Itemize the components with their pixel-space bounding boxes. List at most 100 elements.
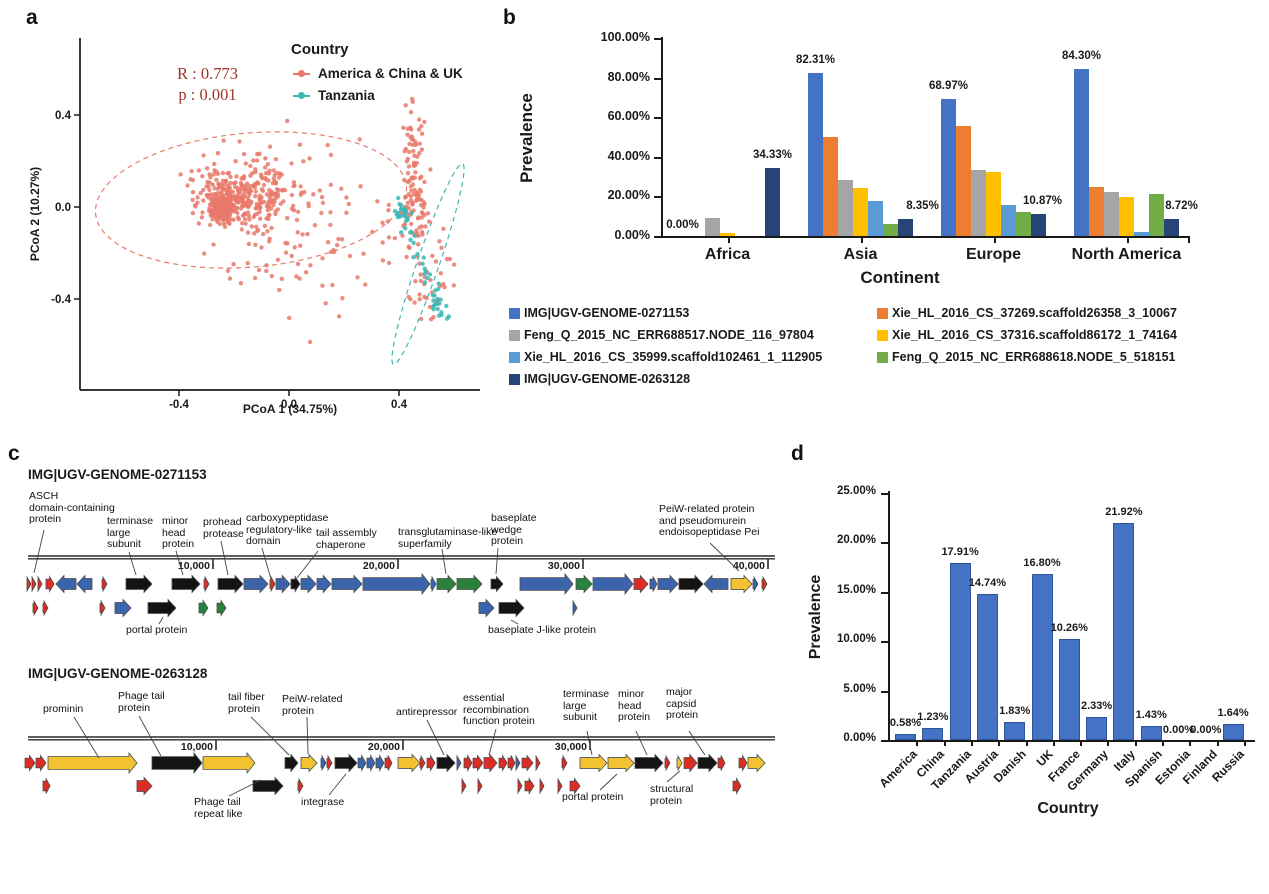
gene-label-line: superfamily: [398, 537, 452, 550]
b-x-axis-title: Continent: [860, 268, 940, 287]
gene-arrow: [375, 754, 385, 772]
d-value-label: 1.64%: [1217, 706, 1249, 719]
b-y-axis: [661, 37, 663, 238]
b-y-tick: [654, 236, 661, 238]
gene-arrow: [730, 574, 753, 594]
gene-labels: ASCH domain-containing protein terminase lar…: [0, 440, 800, 894]
gene-arrow: [366, 754, 376, 772]
gene-arrow: [517, 777, 523, 795]
p-value: p : 0.001: [178, 85, 237, 104]
bar: [1164, 218, 1179, 236]
gene-arrow: [657, 574, 679, 594]
gene-arrow: [55, 574, 77, 594]
gene-arrow: [633, 574, 649, 594]
gene-arrow: [507, 755, 516, 771]
gene-label-line: regulatory-like: [246, 523, 312, 536]
b-y-tick: [654, 196, 661, 199]
legend-series-label: Feng_Q_2015_NC_ERR688618.NODE_5_518151: [892, 350, 1176, 364]
d-plot-area: 0.00% 5.00% 10.00% 15.00% 20.00% 25.00% 0.58% A…: [769, 440, 1269, 894]
gene-arrow: [300, 753, 318, 773]
gene-label-line: portal protein: [126, 624, 188, 636]
label-leader-line: [261, 547, 272, 580]
gene-label-line: repeat like: [194, 807, 243, 820]
b-y-tick: [654, 117, 661, 120]
b-category-label: Europe: [965, 246, 1022, 263]
gene-arrow: [35, 754, 47, 772]
bar: [1113, 523, 1135, 740]
b-value-label: 8.35%: [906, 200, 939, 213]
gene-label-line: structural: [650, 783, 694, 795]
bar: [1016, 211, 1031, 236]
svg-text:0.0: 0.0: [55, 202, 71, 214]
d-value-label: 0.00%: [1162, 724, 1195, 736]
d-x-tick: [1134, 740, 1137, 746]
gene-arrow: [477, 777, 483, 795]
legend-item-label: America & China & UK: [318, 66, 463, 81]
gene-label-line: antirepressor: [396, 706, 458, 718]
gene-arrow: [456, 574, 483, 594]
gene-label: carboxypeptidase regulatory-like domain: [246, 512, 328, 548]
gene-label-line: Phage tail: [194, 796, 241, 808]
gene-arrow: [436, 753, 456, 773]
gene-arrow: [490, 575, 504, 593]
label-leader-line: [158, 616, 164, 625]
gene-label-line: integrase: [301, 796, 345, 808]
marker-dot: [298, 70, 305, 77]
gene-arrow: [697, 753, 718, 773]
gene-label: antirepressor: [396, 706, 458, 719]
gene-label: portal protein: [562, 791, 624, 804]
scatter-points-teal: [431, 301, 444, 315]
d-value-label: 1.83%: [999, 704, 1031, 717]
panel-a-letter: a: [26, 6, 38, 29]
gene-label: structural protein: [650, 783, 694, 807]
gene-label-line: terminase: [107, 515, 154, 527]
gene-arrow: [42, 599, 49, 617]
gene-label-line: portal protein: [562, 791, 624, 803]
gene-label-line: protein: [29, 513, 62, 525]
point-marker-icon: [293, 91, 310, 100]
gene-arrow: [515, 754, 521, 772]
d-y-tick-label: 5.00%: [843, 682, 876, 695]
legend-item: America & China & UK: [293, 66, 463, 81]
legend-swatch: [877, 330, 888, 341]
legend-series-label: IMG|UGV-GENOME-0271153: [524, 306, 690, 320]
bar: [971, 170, 986, 236]
gene-arrow: [316, 574, 332, 594]
genome-maps: 10,000 20,000 30,000 40,000 10,000 20,000 30,0…: [24, 529, 775, 797]
continent-prevalence-chart: Prevalence Continent 0.00% 20.00% 40.00% 60…: [500, 0, 1269, 440]
gene-arrow: [32, 599, 39, 617]
label-leader-line: [33, 529, 45, 574]
bar: [1089, 186, 1104, 236]
gene-arrow: [664, 754, 671, 772]
gene-label-line: minor: [618, 688, 645, 700]
point-marker-icon: [293, 69, 310, 78]
d-x-tick: [1025, 740, 1028, 746]
gene-arrow: [456, 754, 462, 772]
gene-arrow: [99, 599, 106, 617]
scale-tick-label: 30,000: [548, 560, 580, 572]
legend-swatch: [509, 374, 520, 385]
gene-arrow: [151, 751, 203, 775]
d-x-tick: [916, 740, 919, 746]
b-x-tick: [727, 236, 730, 243]
b-value-label: 84.30%: [1061, 50, 1102, 63]
gene-arrow: [136, 776, 153, 796]
b-x-tick: [1126, 236, 1129, 243]
gene-arrow: [472, 754, 484, 772]
bar: [1074, 69, 1089, 236]
gene-label: tail assembly chaperone: [316, 527, 377, 551]
d-x-tick: [1216, 740, 1219, 746]
legend-title: Country: [291, 41, 349, 58]
b-category-label: Asia: [843, 246, 878, 263]
gene-label: PeiW-related protein and pseudomurein endo…: [659, 503, 759, 539]
label-leader-line: [306, 716, 309, 755]
d-x-axis-title: Country: [1037, 800, 1099, 817]
gene-arrow: [290, 575, 301, 593]
gene-label-line: protein: [650, 794, 683, 807]
gene-arrow: [649, 576, 658, 592]
gene-label: Phage tail protein: [118, 690, 165, 714]
gene-arrow: [297, 777, 304, 795]
gene-label: major capsid protein: [666, 686, 698, 722]
gene-label: terminase large subunit: [563, 688, 609, 724]
b-plot-area: 0.00% 20.00% 40.00% 60.00% 80.00% 100.00% Afri…: [500, 0, 1269, 440]
